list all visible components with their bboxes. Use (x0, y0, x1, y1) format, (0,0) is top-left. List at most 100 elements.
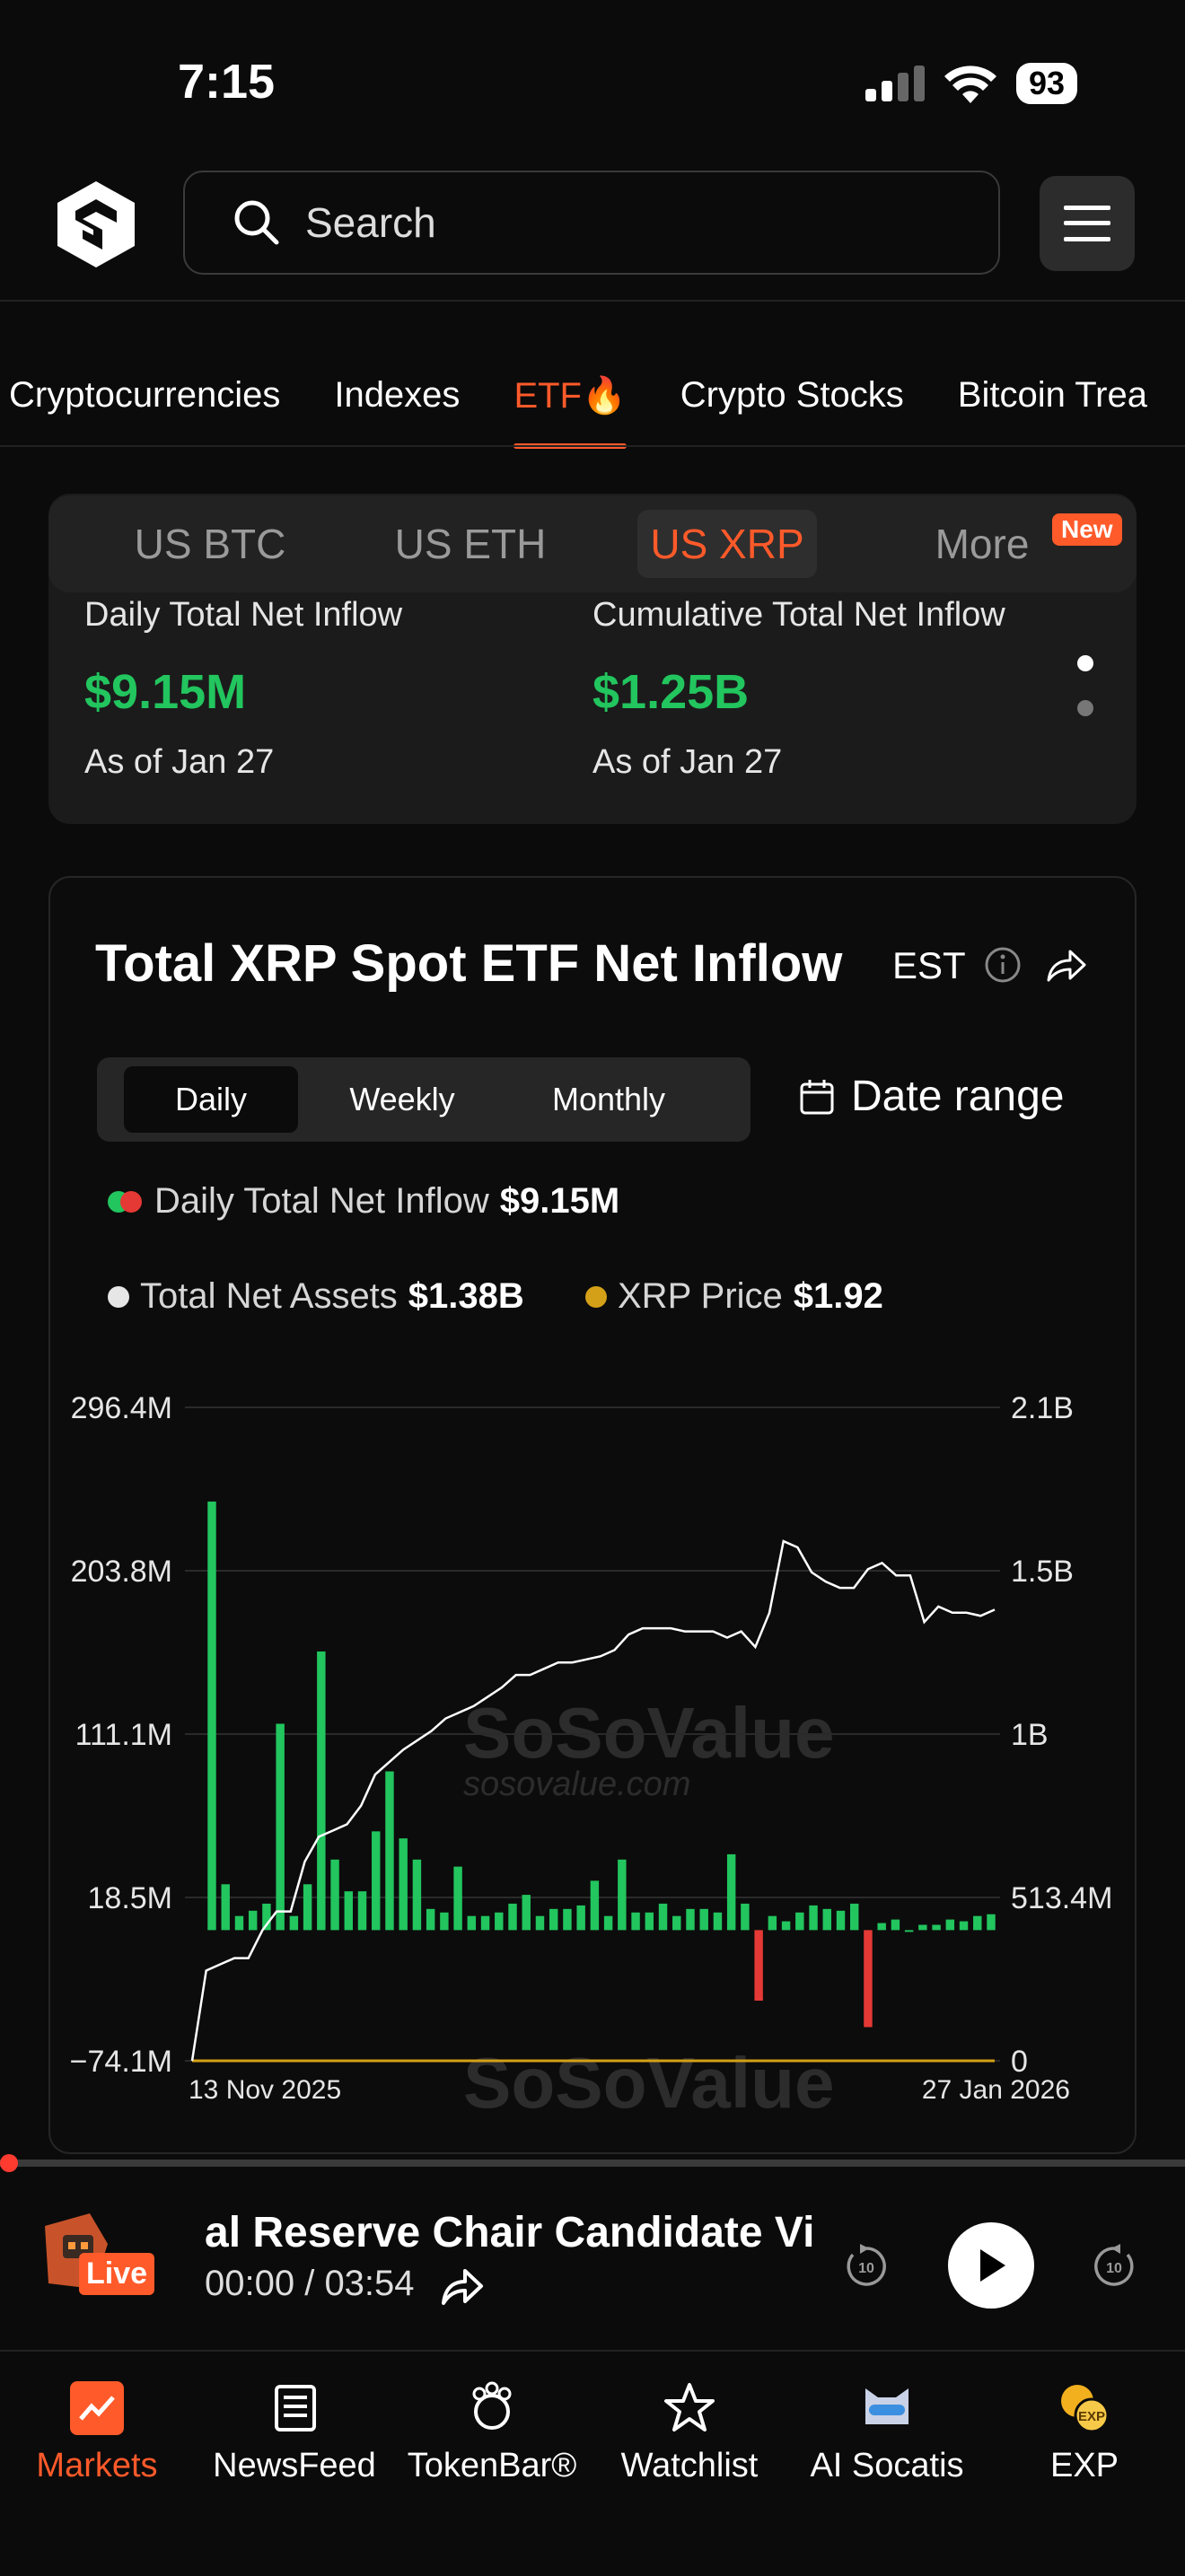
nav-ai-socatis-label: AI Socatis (810, 2447, 964, 2484)
inflow-bar (549, 1908, 558, 1931)
legend-price-label: XRP Price (618, 1276, 783, 1316)
inflow-bar (754, 1930, 763, 2001)
watermark-url-2: sosovalue.com (463, 2116, 690, 2118)
price-legend-dot (585, 1285, 607, 1308)
play-button[interactable] (948, 2222, 1034, 2309)
inflow-bar (603, 1915, 613, 1931)
inflow-bar (686, 1908, 695, 1931)
nav-watchlist[interactable]: Watchlist (600, 2370, 779, 2485)
inflow-bar (357, 1891, 367, 1931)
daily-inflow-label: Daily Total Net Inflow (84, 596, 403, 634)
tab-bitcoin-treasuries[interactable]: Bitcoin Trea (957, 374, 1147, 415)
legend-assets[interactable]: Total Net Assets $1.38B (108, 1276, 524, 1317)
share-icon[interactable] (1045, 946, 1086, 984)
inflow-bar (207, 1501, 216, 1931)
live-thumbnail[interactable]: Live (36, 2208, 155, 2307)
info-icon[interactable] (984, 946, 1022, 984)
nav-ai-socatis[interactable]: AI Socatis (797, 2370, 977, 2485)
inflow-bar (467, 1915, 477, 1931)
inflow-bar (672, 1915, 681, 1931)
legend-inflow-label: Daily Total Net Inflow (154, 1181, 489, 1221)
inflow-bar (330, 1859, 339, 1931)
inflow-bar (495, 1912, 504, 1931)
inflow-bar (877, 1923, 886, 1931)
signal-icon (865, 66, 925, 101)
inflow-bar (303, 1884, 312, 1931)
subtab-us-eth[interactable]: US ETH (394, 521, 547, 567)
nav-tokenbar[interactable]: TokenBar® (402, 2370, 582, 2485)
inflow-bar (262, 1903, 271, 1931)
y-right-tick: 2.1B (1011, 1391, 1074, 1425)
inflow-bar (795, 1912, 804, 1931)
period-weekly[interactable]: Weekly (349, 1081, 455, 1117)
inflow-bar (576, 1905, 585, 1931)
inflow-bar (618, 1859, 627, 1931)
cumulative-inflow-label: Cumulative Total Net Inflow (592, 596, 1005, 634)
date-range-button[interactable]: Date range (799, 1072, 1065, 1121)
y-left-tick: 111.1M (75, 1718, 172, 1752)
pager-dot-active[interactable] (1077, 655, 1093, 671)
forward-10-icon[interactable]: 10 (1088, 2240, 1140, 2292)
inflow-bar (973, 1915, 982, 1931)
episode-title: al Reserve Chair Candidate Vi (205, 2209, 815, 2256)
period-daily[interactable]: Daily (124, 1066, 298, 1133)
inflow-bar (891, 1919, 900, 1931)
inflow-bar (945, 1919, 955, 1931)
subtab-us-xrp[interactable]: US XRP (637, 510, 817, 578)
inflow-bar (522, 1895, 531, 1931)
tokenbar-icon (472, 2381, 512, 2430)
tab-cryptocurrencies[interactable]: Cryptocurrencies (9, 374, 281, 415)
y-right-tick: 513.4M (1011, 1881, 1112, 1915)
timezone-label: EST (892, 944, 966, 986)
y-right-tick: 1B (1011, 1718, 1049, 1752)
menu-button[interactable] (1040, 176, 1135, 271)
share-episode-icon[interactable] (440, 2265, 485, 2307)
inflow-bar (645, 1912, 654, 1931)
inflow-bar (631, 1912, 640, 1931)
tab-crypto-stocks[interactable]: Crypto Stocks (680, 374, 904, 415)
inflow-bar (932, 1924, 941, 1931)
chart-watermark: SoSoValue sosovalue.com SoSoValue sosova… (463, 1693, 834, 2118)
y-right-tick: 0 (1011, 2045, 1028, 2079)
x-end-label: 27 Jan 2026 (922, 2075, 1070, 2105)
tabs-divider (0, 445, 1185, 447)
rewind-10-icon[interactable]: 10 (840, 2240, 892, 2292)
audio-progress-knob[interactable] (0, 2154, 18, 2172)
nav-exp[interactable]: EXP EXP (995, 2370, 1174, 2485)
svg-text:EXP: EXP (1078, 2409, 1105, 2424)
inflow-bar (412, 1859, 422, 1931)
nav-markets[interactable]: Markets (7, 2370, 187, 2485)
new-badge: New (1052, 513, 1122, 546)
inflow-bar (959, 1921, 969, 1931)
subtab-more[interactable]: More (935, 521, 1030, 567)
inflow-bar (399, 1838, 408, 1931)
inflow-bar (344, 1891, 354, 1931)
pager-dot[interactable] (1077, 700, 1093, 716)
nav-tokenbar-label: TokenBar® (407, 2447, 577, 2484)
legend-assets-value: $1.38B (408, 1276, 524, 1316)
search-icon (234, 200, 279, 245)
inflow-bar (768, 1915, 777, 1931)
battery-indicator: 93 (1015, 63, 1077, 104)
cumulative-inflow-date: As of Jan 27 (592, 743, 783, 781)
legend-inflow[interactable]: Daily Total Net Inflow $9.15M (108, 1181, 619, 1222)
nav-newsfeed[interactable]: NewsFeed (205, 2370, 384, 2485)
search-input[interactable]: Search (183, 171, 1000, 275)
legend-price[interactable]: XRP Price $1.92 (585, 1276, 883, 1317)
audio-progress-track[interactable] (0, 2160, 1185, 2167)
subtab-us-btc[interactable]: US BTC (134, 521, 286, 567)
nav-markets-label: Markets (36, 2447, 158, 2484)
inflow-chart[interactable]: SoSoValue sosovalue.com SoSoValue sosova… (50, 1373, 1135, 2118)
sosovalue-logo-icon[interactable] (56, 180, 136, 269)
inflow-bar (508, 1903, 517, 1931)
category-tabs: Cryptocurrencies Indexes ETF🔥 Crypto Sto… (0, 341, 1167, 449)
tab-etf[interactable]: ETF🔥 (487, 341, 653, 449)
inflow-bar (699, 1908, 708, 1931)
inflow-bar (781, 1921, 791, 1931)
inflow-bar (741, 1903, 750, 1931)
tab-indexes[interactable]: Indexes (334, 374, 461, 415)
period-monthly[interactable]: Monthly (551, 1081, 666, 1117)
search-placeholder: Search (305, 199, 436, 246)
y-left-tick: 296.4M (71, 1391, 172, 1425)
status-time: 7:15 (178, 55, 276, 109)
